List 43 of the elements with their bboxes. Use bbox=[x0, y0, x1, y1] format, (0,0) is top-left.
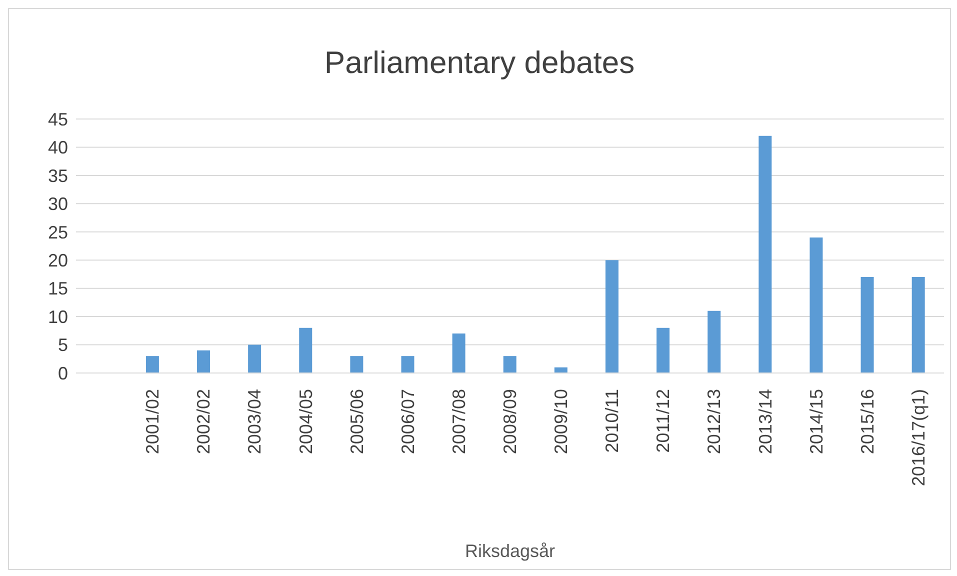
x-tick-label: 2010/11 bbox=[602, 389, 622, 453]
bar bbox=[656, 328, 670, 373]
y-tick-label: 30 bbox=[48, 194, 68, 214]
bar bbox=[758, 136, 772, 373]
bar bbox=[860, 277, 874, 373]
bar bbox=[912, 277, 925, 373]
bar bbox=[350, 356, 364, 373]
y-tick-label: 20 bbox=[48, 250, 68, 270]
chart-title: Parliamentary debates bbox=[323, 45, 636, 81]
bar bbox=[452, 333, 466, 373]
x-tick-label: 2008/09 bbox=[500, 389, 520, 454]
y-tick-label: 25 bbox=[48, 222, 68, 242]
x-tick-label: 2015/16 bbox=[857, 389, 878, 454]
bar bbox=[810, 238, 823, 373]
bar bbox=[146, 356, 159, 373]
bar bbox=[248, 344, 262, 373]
y-tick-label: 35 bbox=[48, 166, 68, 186]
x-tick-label: 2005/06 bbox=[346, 389, 367, 454]
x-tick-label: 2002/02 bbox=[194, 389, 214, 454]
y-tick-label: 0 bbox=[58, 363, 68, 384]
x-tick-label: 2012/13 bbox=[704, 389, 724, 454]
y-tick-label: 5 bbox=[58, 335, 68, 356]
y-tick-label: 40 bbox=[48, 138, 68, 158]
bar bbox=[605, 260, 618, 373]
x-axis-title: Riksdagsår bbox=[464, 541, 556, 561]
bar bbox=[299, 328, 312, 373]
bar bbox=[197, 350, 210, 373]
y-tick-label: 45 bbox=[48, 109, 68, 130]
y-tick-label: 15 bbox=[48, 278, 68, 299]
x-tick-label: 2004/05 bbox=[296, 389, 316, 454]
x-tick-label: 2013/14 bbox=[755, 389, 776, 454]
bar bbox=[503, 356, 516, 373]
x-tick-label: 2014/15 bbox=[806, 389, 826, 454]
bar bbox=[708, 310, 721, 373]
x-tick-label: 2003/04 bbox=[244, 389, 265, 454]
x-tick-label: 2001/02 bbox=[142, 389, 163, 454]
x-tick-label: 2011/12 bbox=[653, 389, 674, 453]
x-tick-label: 2009/10 bbox=[551, 389, 572, 454]
x-tick-label: 2016/17(q1) bbox=[908, 389, 928, 486]
bar bbox=[401, 356, 414, 373]
x-tick-label: 2007/08 bbox=[448, 389, 469, 454]
x-tick-label: 2006/07 bbox=[398, 389, 418, 454]
y-tick-label: 10 bbox=[48, 306, 68, 327]
